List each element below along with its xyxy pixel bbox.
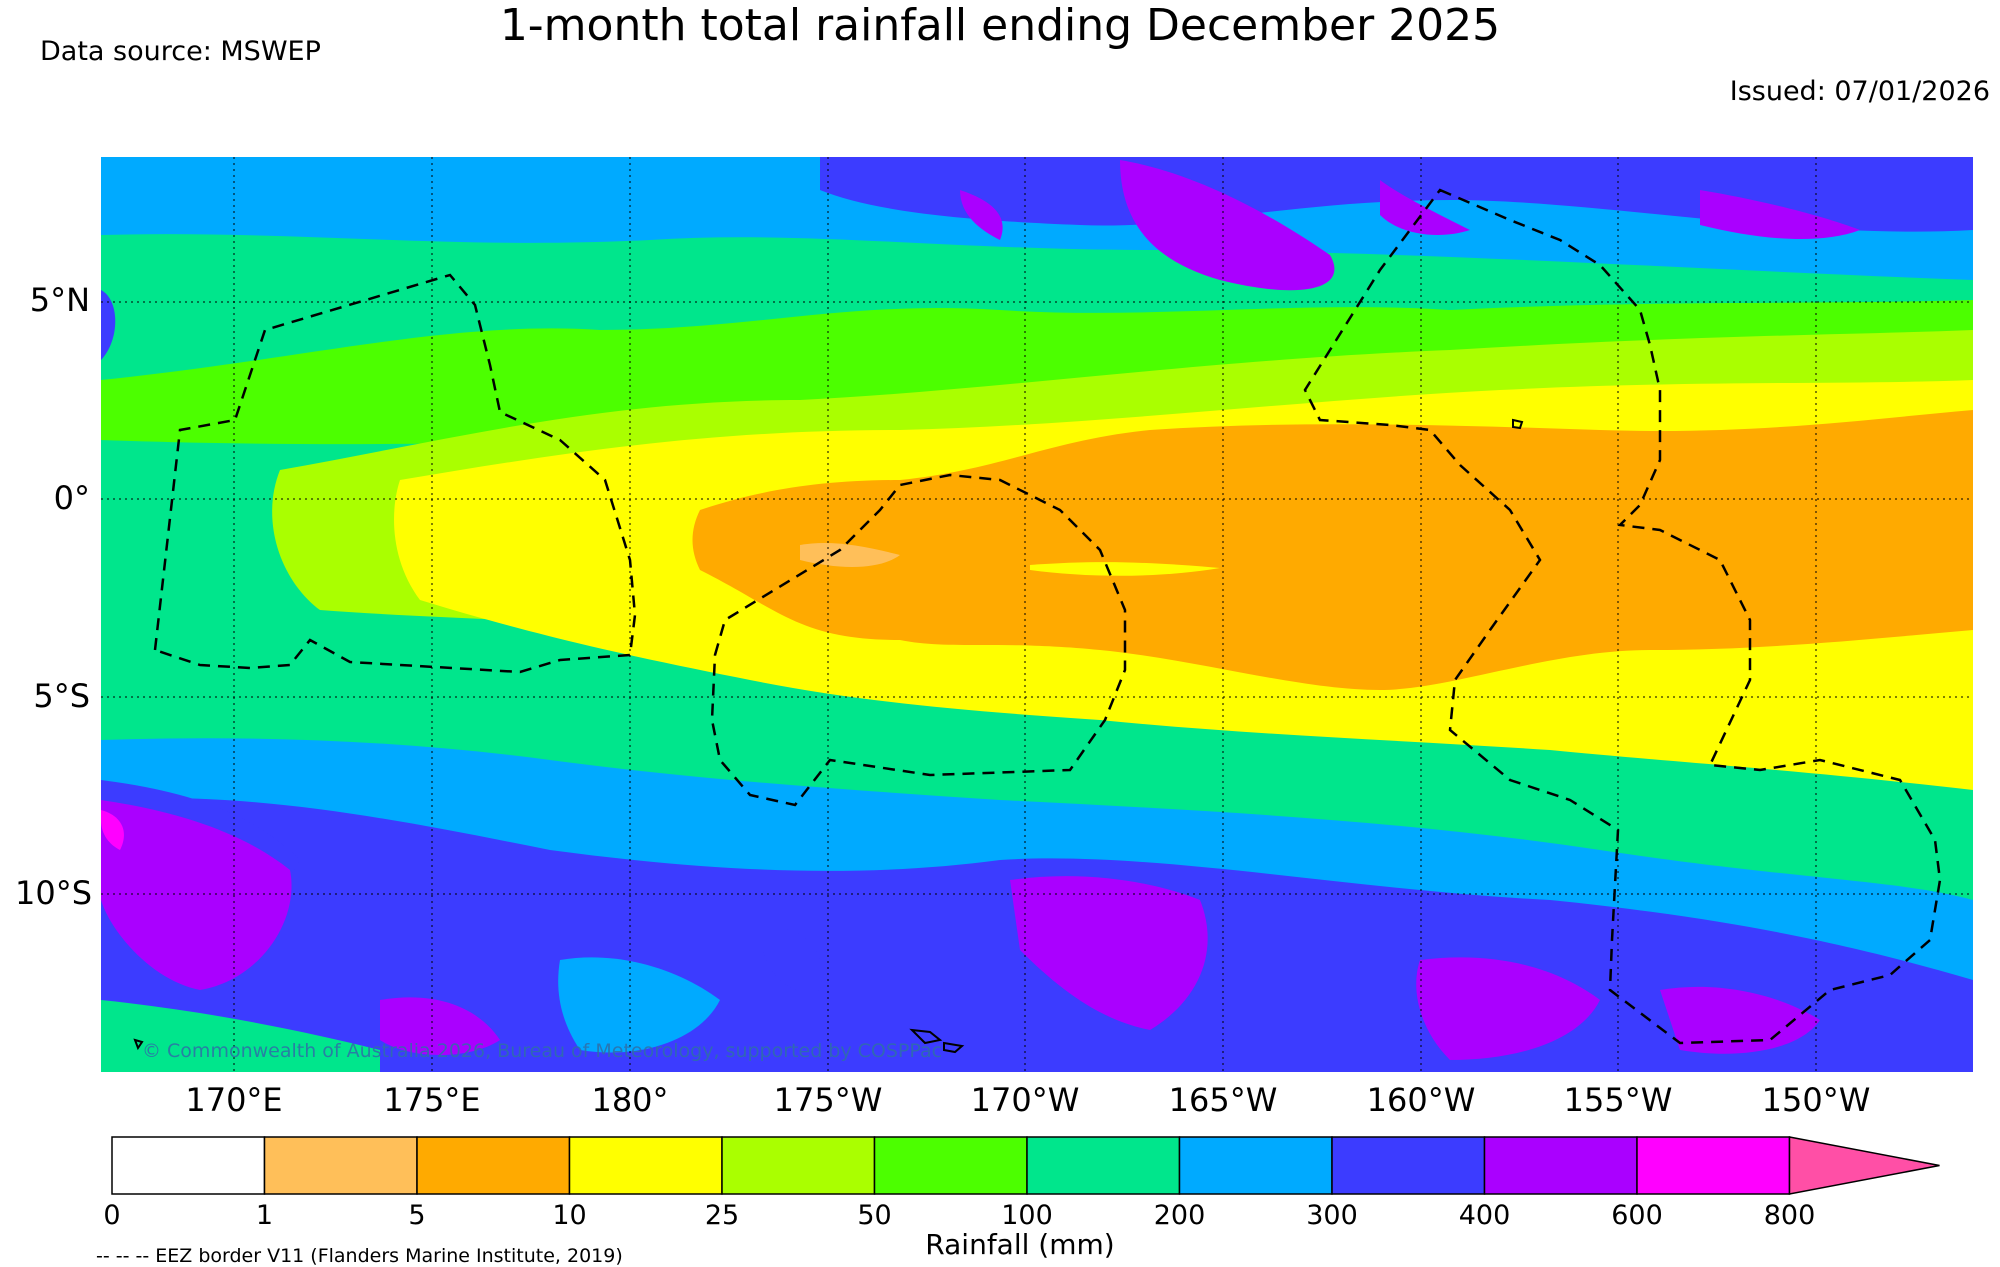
lon-label-170e: 170°E bbox=[185, 1081, 283, 1119]
colorbar-tick-label: 400 bbox=[1458, 1200, 1511, 1231]
data-source: Data source: MSWEP bbox=[40, 36, 321, 67]
colorbar-segment bbox=[568, 1136, 723, 1195]
lat-label-0: 0° bbox=[53, 479, 90, 517]
colorbar-segment bbox=[111, 1136, 266, 1195]
colorbar-tick-label: 300 bbox=[1306, 1200, 1358, 1231]
island-outlines bbox=[133, 418, 1524, 1054]
colorbar-segment bbox=[1636, 1136, 1791, 1195]
colorbar-tick-label: 100 bbox=[1001, 1200, 1053, 1231]
colorbar-segment bbox=[263, 1136, 418, 1195]
lon-label-175e: 175°E bbox=[383, 1081, 481, 1119]
colorbar-segment bbox=[1331, 1136, 1486, 1195]
colorbar-tick-label: 5 bbox=[408, 1200, 426, 1231]
colorbar-title: Rainfall (mm) bbox=[925, 1228, 1115, 1261]
lon-label-155w: 155°W bbox=[1563, 1081, 1673, 1119]
colorbar-tick-label: 50 bbox=[857, 1200, 892, 1231]
lat-label-10s: 10°S bbox=[14, 874, 92, 912]
rainfall-field bbox=[101, 157, 1973, 1072]
colorbar-segment bbox=[873, 1136, 1028, 1195]
colorbar-tick-label: 1 bbox=[255, 1200, 274, 1231]
lon-label-180: 180° bbox=[591, 1081, 669, 1119]
colorbar-segment bbox=[721, 1136, 876, 1195]
lon-label-170w: 170°W bbox=[970, 1081, 1080, 1119]
lat-label-5n: 5°N bbox=[29, 281, 90, 319]
lon-label-150w: 150°W bbox=[1761, 1081, 1871, 1119]
issued-date: Issued: 07/01/2026 bbox=[1729, 76, 1990, 107]
lat-label-5s: 5°S bbox=[33, 677, 90, 715]
colorbar-tick-label: 25 bbox=[704, 1200, 740, 1231]
colorbar-extend-arrow bbox=[1788, 1136, 1940, 1195]
map-title: 1-month total rainfall ending December 2… bbox=[499, 0, 1501, 51]
colorbar bbox=[111, 1136, 1940, 1195]
colorbar-tick-label: 600 bbox=[1611, 1200, 1663, 1231]
eez-legend: -- -- -- EEZ border V11 (Flanders Marine… bbox=[96, 1245, 623, 1267]
lon-label-175w: 175°W bbox=[773, 1081, 883, 1119]
lon-label-160w: 160°W bbox=[1366, 1081, 1476, 1119]
colorbar-tick-label: 0 bbox=[103, 1200, 121, 1231]
colorbar-tick-label: 10 bbox=[552, 1200, 587, 1231]
colorbar-tick-label: 200 bbox=[1153, 1200, 1206, 1231]
map-gridlines bbox=[101, 157, 1973, 1072]
lon-label-165w: 165°W bbox=[1168, 1081, 1278, 1119]
colorbar-tick-label: 800 bbox=[1763, 1200, 1816, 1231]
colorbar-segment bbox=[1178, 1136, 1333, 1195]
colorbar-segment bbox=[1483, 1136, 1638, 1195]
copyright-credit: © Commonwealth of Australia 2026, Bureau… bbox=[142, 1040, 943, 1062]
colorbar-segment bbox=[1026, 1136, 1181, 1195]
colorbar-segment bbox=[416, 1136, 571, 1195]
